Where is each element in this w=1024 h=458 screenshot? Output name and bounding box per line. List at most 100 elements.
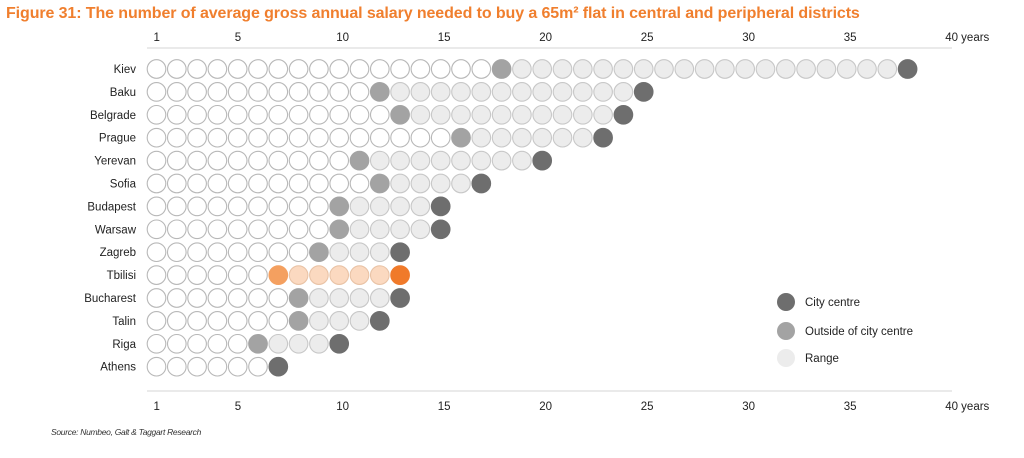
empty-dot bbox=[369, 127, 390, 148]
empty-dot bbox=[187, 333, 207, 354]
outside-centre-dot bbox=[369, 173, 390, 194]
city-centre-dot bbox=[268, 356, 289, 377]
empty-dot bbox=[268, 242, 289, 263]
range-dot bbox=[410, 104, 431, 125]
row-kiev: Kiev bbox=[114, 59, 918, 79]
bottom-tick-label: 15 bbox=[438, 401, 451, 413]
empty-dot bbox=[166, 150, 187, 171]
empty-dot bbox=[207, 288, 228, 308]
empty-dot bbox=[166, 219, 187, 240]
outside-centre-dot bbox=[369, 82, 390, 102]
empty-dot bbox=[146, 311, 167, 331]
range-dot bbox=[390, 173, 410, 194]
source-note: Source: Numbeo, Galt & Taggart Research bbox=[51, 427, 202, 437]
city-centre-dot bbox=[593, 127, 613, 148]
range-dot bbox=[572, 59, 593, 79]
empty-dot bbox=[187, 59, 207, 79]
empty-dot bbox=[410, 127, 431, 148]
city-centre-dot bbox=[613, 104, 634, 125]
empty-dot bbox=[166, 82, 187, 102]
empty-dot bbox=[146, 104, 167, 125]
range-dot bbox=[593, 82, 613, 102]
empty-dot bbox=[309, 219, 329, 240]
bottom-tick-label: 30 bbox=[742, 401, 755, 413]
range-dot bbox=[775, 59, 796, 79]
range-dot bbox=[857, 59, 877, 79]
empty-dot bbox=[248, 311, 268, 331]
empty-dot bbox=[166, 356, 187, 377]
empty-dot bbox=[207, 356, 228, 377]
empty-dot bbox=[187, 173, 207, 194]
range-dot bbox=[369, 219, 390, 240]
empty-dot bbox=[146, 196, 167, 217]
empty-dot bbox=[329, 173, 350, 194]
empty-dot bbox=[166, 333, 187, 354]
empty-dot bbox=[227, 104, 248, 125]
top-tick-label: 40 years bbox=[945, 32, 989, 44]
top-tick-label: 15 bbox=[438, 32, 451, 44]
category-label: Warsaw bbox=[95, 224, 137, 236]
range-dot bbox=[349, 219, 370, 240]
empty-dot bbox=[187, 196, 207, 217]
outside-centre-dot bbox=[451, 127, 471, 148]
empty-dot bbox=[309, 104, 329, 125]
row-yerevan: Yerevan bbox=[94, 150, 553, 171]
city-centre-dot bbox=[390, 288, 410, 308]
empty-dot bbox=[369, 59, 390, 79]
category-label: Tbilisi bbox=[107, 270, 136, 282]
category-label: Sofia bbox=[110, 179, 137, 191]
range-dot bbox=[512, 59, 532, 79]
empty-dot bbox=[349, 173, 370, 194]
range-dot bbox=[532, 127, 553, 148]
empty-dot bbox=[288, 219, 309, 240]
top-axis: 1 5 10 15 20 25 30 35 40 years bbox=[147, 32, 990, 49]
empty-dot bbox=[288, 150, 309, 171]
range-dot bbox=[349, 311, 370, 331]
empty-dot bbox=[309, 173, 329, 194]
empty-dot bbox=[471, 59, 492, 79]
range-dot bbox=[512, 104, 532, 125]
row-baku: Baku bbox=[110, 82, 654, 102]
empty-dot bbox=[248, 242, 268, 263]
city-centre-dot bbox=[471, 173, 492, 194]
range-dot bbox=[288, 265, 309, 285]
empty-dot bbox=[207, 311, 228, 331]
city-centre-dot bbox=[369, 311, 390, 331]
empty-dot bbox=[248, 288, 268, 308]
empty-dot bbox=[227, 82, 248, 102]
range-dot bbox=[410, 150, 431, 171]
empty-dot bbox=[329, 59, 350, 79]
city-centre-dot bbox=[430, 196, 451, 217]
empty-dot bbox=[268, 219, 289, 240]
range-dot bbox=[430, 173, 451, 194]
range-dot bbox=[369, 242, 390, 263]
range-dot bbox=[593, 104, 613, 125]
empty-dot bbox=[166, 288, 187, 308]
empty-dot bbox=[227, 173, 248, 194]
empty-dot bbox=[187, 82, 207, 102]
empty-dot bbox=[430, 127, 451, 148]
empty-dot bbox=[309, 127, 329, 148]
empty-dot bbox=[410, 59, 431, 79]
range-dot bbox=[390, 82, 410, 102]
row-sofia: Sofia bbox=[110, 173, 492, 194]
empty-dot bbox=[146, 356, 167, 377]
row-warsaw: Warsaw bbox=[95, 219, 451, 240]
range-dot bbox=[572, 82, 593, 102]
range-dot bbox=[674, 59, 695, 79]
range-dot bbox=[471, 104, 492, 125]
range-dot bbox=[369, 150, 390, 171]
empty-dot bbox=[309, 150, 329, 171]
empty-dot bbox=[187, 242, 207, 263]
category-label: Belgrade bbox=[90, 110, 136, 122]
empty-dot bbox=[248, 82, 268, 102]
empty-dot bbox=[166, 104, 187, 125]
bottom-axis: 1 5 10 15 20 25 30 35 40 years bbox=[147, 390, 990, 413]
bottom-tick-label: 25 bbox=[641, 401, 654, 413]
empty-dot bbox=[166, 196, 187, 217]
range-dot bbox=[552, 104, 573, 125]
empty-dot bbox=[349, 82, 370, 102]
category-label: Budapest bbox=[87, 201, 136, 213]
empty-dot bbox=[329, 82, 350, 102]
range-dot bbox=[369, 196, 390, 217]
